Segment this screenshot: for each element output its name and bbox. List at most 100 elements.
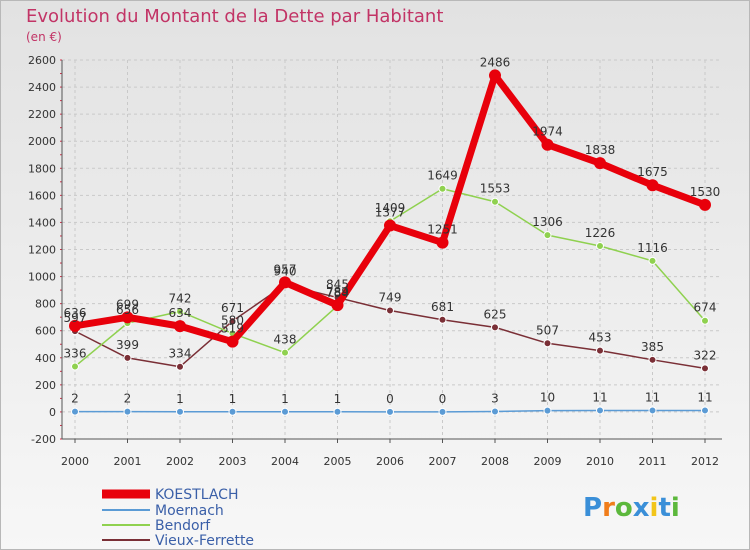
data-point-koestlach: [69, 319, 81, 332]
data-point-moernach: [543, 406, 552, 415]
data-label-vieux-ferrette: 940: [274, 265, 297, 279]
data-label-koestlach: 957: [274, 262, 297, 276]
data-point-moernach: [648, 406, 657, 415]
data-label-moernach: 3: [491, 392, 499, 406]
x-tick-label: 2006: [376, 455, 404, 468]
data-point-vieux-ferrette: [543, 339, 552, 348]
data-label-vieux-ferrette: 385: [641, 340, 664, 354]
data-point-koestlach: [436, 236, 449, 249]
data-point-koestlach: [384, 219, 396, 232]
data-point-moernach: [228, 407, 237, 416]
chart-title: Evolution du Montant de la Dette par Hab…: [26, 6, 443, 27]
logo-letter: x: [633, 493, 650, 523]
logo-letter: r: [602, 493, 615, 523]
x-tick-label: 2002: [166, 455, 194, 468]
data-point-bendorf: [648, 256, 657, 265]
data-label-moernach: 2: [71, 392, 79, 406]
x-tick-label: 2000: [61, 455, 89, 468]
data-point-moernach: [123, 407, 132, 416]
data-label-koestlach: 634: [169, 306, 192, 320]
data-point-koestlach: [226, 335, 239, 348]
x-tick-label: 2008: [481, 455, 509, 468]
data-label-bendorf: 1306: [532, 215, 563, 229]
proxiti-logo: Proxiti: [583, 493, 680, 523]
data-label-koestlach: 1974: [532, 125, 563, 139]
data-label-koestlach: 1675: [637, 165, 668, 179]
data-label-vieux-ferrette: 334: [169, 347, 192, 361]
data-label-bendorf: 580: [221, 313, 244, 327]
data-label-koestlach: 636: [64, 306, 87, 320]
y-tick-label: 2000: [28, 135, 56, 148]
x-tick-label: 2001: [114, 455, 142, 468]
legend-label-vieux-ferrette: Vieux-Ferrette: [155, 533, 254, 549]
chart-subtitle: (en €): [26, 30, 62, 44]
data-label-vieux-ferrette: 681: [431, 300, 454, 314]
data-label-moernach: 11: [592, 390, 607, 404]
data-label-koestlach: 1530: [690, 185, 721, 199]
data-label-bendorf: 336: [64, 346, 87, 360]
data-label-koestlach: 1838: [585, 143, 616, 157]
data-point-vieux-ferrette: [438, 315, 447, 324]
y-tick-label: 1400: [28, 216, 56, 229]
data-point-koestlach: [594, 157, 606, 170]
data-label-koestlach: 2486: [480, 55, 511, 69]
legend-label-bendorf: Bendorf: [155, 518, 211, 534]
data-point-bendorf: [281, 348, 289, 357]
data-point-vieux-ferrette: [176, 362, 184, 371]
data-label-koestlach: 699: [116, 297, 139, 311]
data-point-bendorf: [491, 197, 499, 206]
data-label-moernach: 1: [176, 392, 184, 406]
data-label-bendorf: 656: [116, 303, 139, 317]
data-point-moernach: [386, 407, 394, 416]
data-label-layer: 6366996345199577891377125124861974183816…: [64, 55, 721, 405]
data-point-bendorf: [71, 362, 79, 371]
x-tick-label: 2007: [429, 455, 457, 468]
data-point-moernach: [438, 407, 447, 416]
y-tick-label: 800: [35, 298, 56, 311]
data-label-moernach: 0: [386, 392, 394, 406]
data-point-koestlach: [174, 320, 186, 333]
data-point-vieux-ferrette: [596, 346, 604, 355]
data-label-koestlach: 1377: [375, 206, 406, 220]
data-point-vieux-ferrette: [648, 355, 657, 364]
data-label-bendorf: 1409: [375, 201, 406, 215]
data-point-koestlach: [489, 69, 501, 82]
data-point-moernach: [281, 407, 289, 416]
x-tick-label: 2011: [639, 455, 667, 468]
data-label-vieux-ferrette: 597: [64, 311, 87, 325]
y-tick-label: 1200: [28, 244, 56, 257]
series-layer: [69, 69, 711, 416]
data-label-vieux-ferrette: 453: [589, 331, 612, 345]
y-tick-label: 400: [35, 352, 56, 365]
data-point-moernach: [333, 407, 342, 416]
data-label-bendorf: 742: [169, 291, 192, 305]
data-label-vieux-ferrette: 845: [326, 278, 349, 292]
x-tick-label: 2012: [691, 455, 719, 468]
data-label-moernach: 1: [281, 392, 289, 406]
data-point-koestlach: [699, 198, 711, 211]
data-point-moernach: [71, 407, 79, 416]
data-point-bendorf: [176, 307, 184, 316]
data-label-vieux-ferrette: 749: [379, 291, 402, 305]
data-point-koestlach: [121, 311, 134, 324]
y-tick-label: 2200: [28, 108, 56, 121]
logo-letter: o: [615, 493, 633, 523]
y-tick-label: -200: [31, 433, 56, 446]
data-point-bendorf: [701, 316, 709, 325]
data-label-moernach: 0: [439, 392, 447, 406]
x-tick-label: 2003: [219, 455, 247, 468]
y-tick-label: 600: [35, 325, 56, 338]
data-point-vieux-ferrette: [701, 364, 709, 373]
data-label-vieux-ferrette: 399: [116, 338, 139, 352]
data-point-vieux-ferrette: [491, 323, 499, 332]
y-tick-label: 2600: [28, 54, 56, 67]
logo-letter: i: [671, 493, 680, 523]
legend: KOESTLACH Moernach Bendorf Vieux-Ferrett…: [102, 487, 254, 549]
data-label-koestlach: 789: [326, 285, 349, 299]
data-label-koestlach: 519: [221, 322, 244, 336]
data-label-bendorf: 1649: [427, 169, 458, 183]
data-point-moernach: [596, 406, 604, 415]
